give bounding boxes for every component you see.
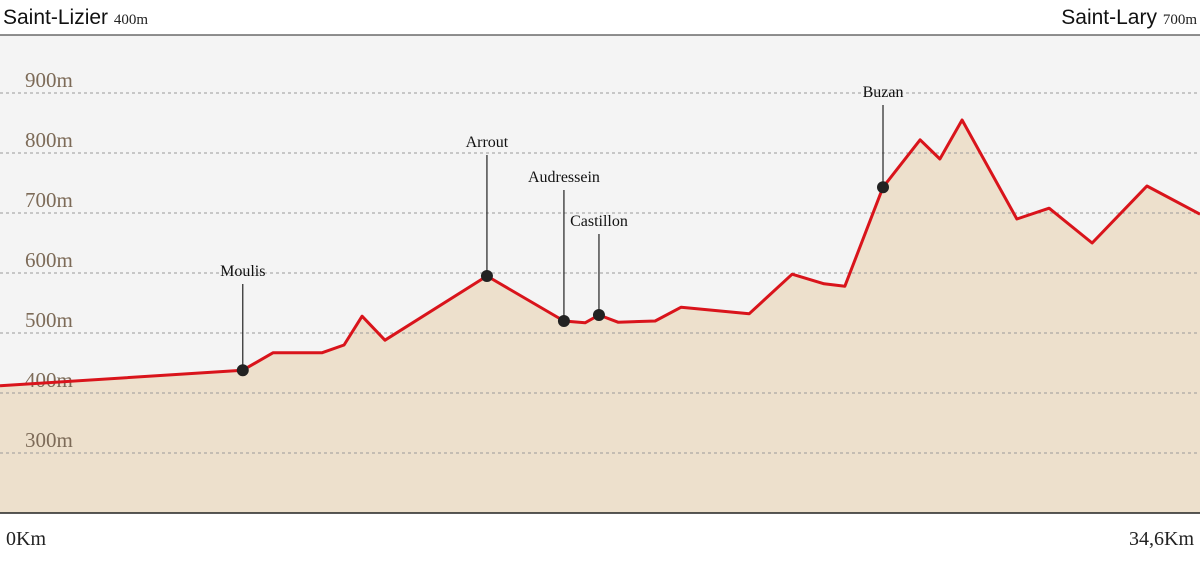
marker-point [557,315,570,327]
plot: 300m 400m 500m 600m 700m 800m 900m 0Km 34,6Km Mou… [0,34,1200,550]
y-tick-label: 800m [25,128,73,152]
marker-label: Buzan [863,84,904,101]
y-tick-label: 900m [25,68,73,92]
start-elevation: 400m [114,12,149,28]
end-header: Saint-Lary 700m [1061,6,1197,29]
elevation-line [0,118,1200,388]
y-tick-label: 300m [25,428,73,452]
marker-label: Castillon [570,213,628,230]
marker-point [592,309,605,321]
marker-label: Moulis [220,263,265,280]
x-tick-label: 0Km [6,528,46,550]
marker-point [236,364,249,377]
marker-label: Arrout [466,134,509,151]
start-name: Saint-Lizier [3,6,108,29]
marker-label: Audressein [528,169,600,186]
y-tick-label: 700m [25,188,73,212]
end-name: Saint-Lary [1061,6,1157,29]
y-tick-label: 400m [25,368,73,392]
marker-point [480,270,493,282]
y-tick-label: 500m [25,308,73,332]
x-tick-label: 34,6Km [1129,528,1194,550]
marker-point [877,181,890,194]
start-header: Saint-Lizier 400m [3,6,148,29]
end-elevation: 700m [1163,12,1198,28]
y-tick-label: 600m [25,248,73,272]
